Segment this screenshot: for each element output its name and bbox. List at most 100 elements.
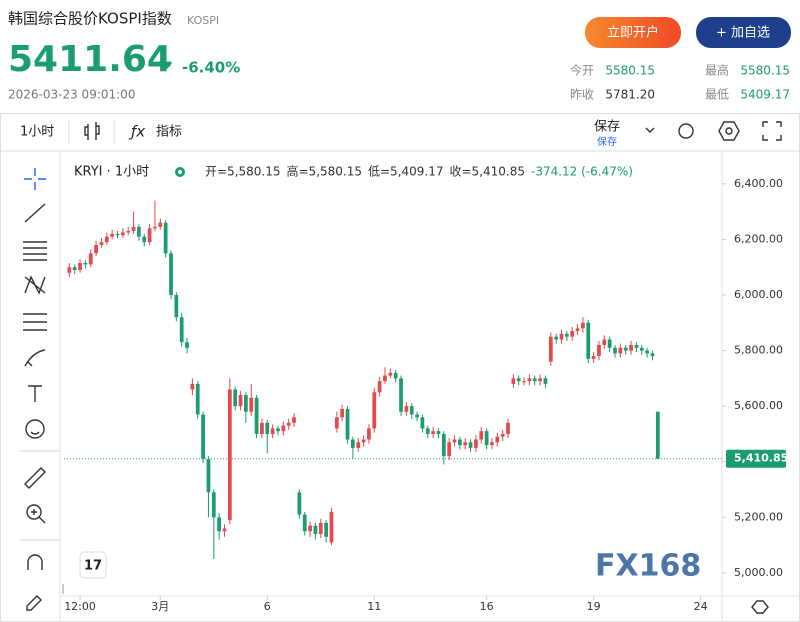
candle-body [104, 236, 109, 243]
fib-tool[interactable] [23, 241, 47, 261]
stat-label: 今开 [570, 63, 594, 78]
brush-tool[interactable] [24, 349, 46, 367]
button-label[interactable]: 立即开户 [607, 25, 659, 41]
candle-body [292, 417, 296, 423]
candle-body [115, 233, 120, 236]
save-sub[interactable]: 保存 [597, 135, 617, 148]
candle-body [468, 442, 473, 448]
candle-body [383, 375, 387, 382]
legend-item: 开=5,580.15 [205, 165, 281, 179]
candle-body [415, 414, 419, 418]
candle-body [532, 378, 537, 382]
emoji-tool[interactable] [25, 419, 45, 439]
line-tool[interactable] [24, 203, 46, 223]
candle-body [522, 381, 526, 383]
candle-body [169, 253, 173, 295]
x-tick-label: 19 [587, 600, 601, 613]
candle-body [399, 378, 403, 412]
candle-body [586, 322, 591, 359]
axis-settings-icon[interactable] [751, 600, 769, 614]
legend-item: 高=5,580.15 [287, 164, 363, 179]
candle-body [195, 383, 200, 415]
candle-body [313, 525, 318, 535]
candle-body [83, 263, 88, 265]
fullscreen-icon[interactable] [762, 121, 782, 141]
dropdown-icon[interactable] [645, 127, 655, 133]
crosshair-tool[interactable] [24, 168, 46, 190]
y-tick-label: 6,000.00 [734, 288, 783, 301]
candle-body [185, 342, 189, 348]
stat-label: 昨收 [570, 88, 594, 102]
x-tick-label: 11 [367, 600, 381, 613]
alert-icon[interactable] [678, 123, 694, 139]
change: -6.40% [182, 59, 240, 77]
candle-body [334, 417, 339, 429]
settings-icon[interactable] [718, 121, 740, 141]
time: 2026-03-23 09:01:00 [8, 88, 135, 102]
tv-logo-text: 17 [84, 559, 102, 574]
candle-body [372, 392, 377, 429]
candle-body [425, 428, 430, 434]
candle-body [506, 422, 510, 434]
candle-body [345, 408, 350, 440]
zoom-tool[interactable] [26, 504, 42, 520]
projection-tool[interactable] [23, 313, 47, 331]
candle-icon[interactable] [84, 122, 100, 140]
save[interactable]: 保存 [594, 120, 620, 135]
candle-body [559, 333, 564, 340]
x-tick-label: 16 [480, 600, 494, 613]
candle-body [602, 339, 607, 346]
title: 韩国综合股价KOSPI指数 [8, 10, 172, 28]
candle-body [420, 417, 425, 429]
candle-body [655, 411, 660, 459]
interval[interactable]: 1小时 [20, 125, 54, 140]
candle-body [276, 428, 280, 432]
candle-body [623, 347, 628, 351]
text-tool[interactable] [28, 385, 42, 402]
magnet-tool[interactable] [27, 554, 43, 570]
watchlist-button[interactable] [696, 17, 791, 48]
drawing-tools [20, 168, 60, 611]
candle-body [356, 442, 361, 448]
candle-body [142, 236, 147, 243]
open-account-button[interactable] [585, 17, 681, 48]
candle-body [581, 322, 585, 329]
pattern-tool[interactable] [24, 275, 46, 295]
candle-body [217, 517, 222, 532]
down-arrow [157, 55, 173, 72]
candle-body [318, 522, 323, 535]
candle-body [147, 228, 152, 243]
candle-body [260, 422, 264, 434]
button-label[interactable]: + 加自选 [716, 26, 770, 41]
indicators[interactable]: 指标 [156, 125, 182, 140]
stat-value: 5580.15 [605, 64, 655, 78]
candle-body [645, 350, 649, 354]
candle-body [431, 431, 435, 434]
candle-body [163, 222, 168, 254]
price: 5411.64 [8, 39, 172, 80]
candle-body [227, 389, 232, 521]
candle-body [265, 422, 270, 434]
candle-body [137, 226, 141, 237]
candle-body [447, 442, 452, 457]
candle-body [548, 336, 553, 362]
candle-body [377, 381, 382, 393]
legend-item: 收=5,410.85 [450, 165, 526, 179]
candle-body [88, 253, 93, 265]
candle-body [457, 439, 462, 446]
lock-tool[interactable] [26, 595, 42, 611]
candle-body [629, 345, 633, 351]
legend-item: -374.12 (-6.47%) [531, 165, 633, 179]
legend-symbol: KRYI · 1小时 [74, 165, 149, 180]
stat-value: 5781.20 [605, 88, 655, 102]
candle-body [361, 439, 366, 443]
candle-body [254, 397, 259, 434]
candle-body [367, 428, 371, 440]
candle-body [158, 222, 163, 227]
fx-icon[interactable]: ƒx [128, 123, 145, 141]
candle-body [570, 331, 575, 337]
candle-body [238, 395, 243, 407]
candle-body [179, 317, 184, 343]
ruler-tool[interactable] [24, 467, 46, 489]
